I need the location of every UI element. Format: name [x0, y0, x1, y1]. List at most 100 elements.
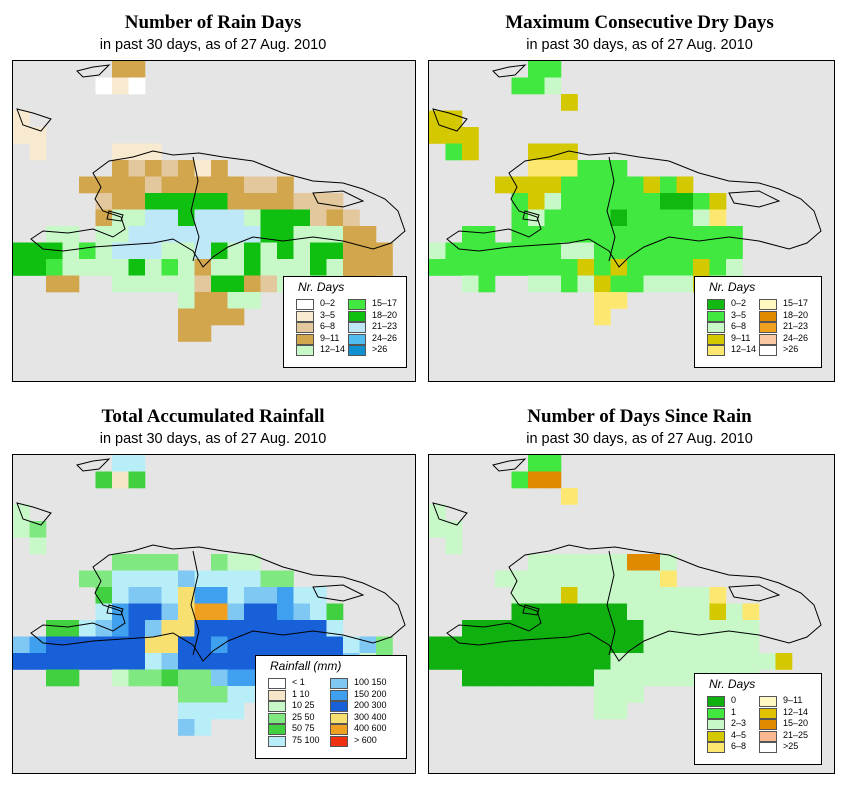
- legend-label: 6–8: [731, 741, 747, 751]
- grid-cell: [95, 77, 113, 95]
- grid-cell: [62, 669, 80, 687]
- grid-cell: [429, 242, 446, 260]
- legend-label: 25 50: [292, 711, 315, 722]
- grid-cell: [277, 620, 294, 637]
- grid-cell: [260, 587, 278, 604]
- grid-cell: [511, 620, 529, 637]
- grid-cell: [462, 636, 479, 654]
- grid-cell: [112, 570, 129, 588]
- grid-cell: [161, 620, 179, 637]
- grid-cell: [326, 603, 344, 621]
- grid-cell: [29, 242, 47, 260]
- grid-cell: [260, 176, 278, 194]
- grid-cell: [227, 636, 245, 654]
- grid-cell: [178, 160, 195, 177]
- coastline: [446, 150, 822, 268]
- grid-cell: [79, 570, 96, 588]
- legend-swatch: [759, 730, 777, 742]
- grid-cell: [577, 587, 595, 604]
- map-rain-days[interactable]: [12, 60, 416, 382]
- grid-cell: [194, 160, 212, 177]
- grid-cell: [326, 636, 344, 654]
- grid-cell: [594, 636, 611, 654]
- grid-cell: [528, 603, 545, 621]
- grid-cell: [79, 259, 96, 276]
- legend-swatch: [348, 322, 366, 333]
- grid-cell: [676, 209, 694, 227]
- grid-cell: [293, 193, 311, 210]
- legend-label: 75 100: [292, 734, 320, 745]
- grid-cell: [643, 636, 661, 654]
- grid-cell: [627, 686, 644, 703]
- grid-cell: [594, 620, 611, 637]
- legend-swatch: [330, 735, 348, 747]
- grid-cell: [326, 620, 344, 637]
- grid-cell: [112, 209, 129, 227]
- grid-cell: [676, 259, 694, 276]
- grid-cell: [676, 242, 694, 260]
- grid-cell: [194, 275, 212, 293]
- grid-cell: [227, 587, 245, 604]
- grid-cell: [577, 620, 595, 637]
- grid-cell: [577, 554, 595, 571]
- grid-cell: [227, 669, 245, 687]
- legend-label: 100 150: [354, 677, 387, 687]
- grid-cell: [211, 570, 228, 588]
- grid-cell: [660, 242, 677, 260]
- grid-cell: [62, 275, 80, 293]
- grid-cell: [709, 259, 727, 276]
- legend-swatch: [268, 712, 286, 724]
- grid-cell: [643, 193, 661, 210]
- grid-cell: [277, 636, 294, 654]
- grid-cell: [429, 521, 446, 538]
- legend-swatch: [268, 724, 286, 735]
- grid-cell: [478, 620, 496, 637]
- coastline: [76, 64, 111, 78]
- grid-cell: [194, 292, 212, 309]
- grid-cell: [211, 275, 228, 293]
- grid-cell: [227, 242, 245, 260]
- grid-cell: [627, 603, 644, 621]
- grid-cell: [544, 226, 562, 243]
- grid-cell: [759, 653, 776, 670]
- legend-label: 150 200: [354, 688, 387, 699]
- grid-cell: [145, 160, 162, 177]
- grid-cell: [610, 275, 628, 293]
- grid-cell: [244, 292, 261, 309]
- grid-cell: [178, 719, 195, 736]
- grid-cell: [29, 127, 47, 144]
- coastline: [106, 210, 124, 222]
- grid-cell: [145, 653, 162, 670]
- grid-cell: [112, 471, 129, 489]
- grid-cell: [310, 193, 327, 210]
- grid-cell: [112, 193, 129, 210]
- grid-cell: [462, 669, 479, 687]
- coastline: [106, 604, 124, 616]
- grid-cell: [46, 226, 63, 243]
- grid-cell: [726, 636, 743, 654]
- grid-cell: [244, 636, 261, 654]
- grid-cell: [610, 686, 628, 703]
- grid-cell: [79, 636, 96, 654]
- legend-label: 18–20: [372, 309, 398, 320]
- grid-cell: [161, 259, 179, 276]
- grid-cell: [95, 471, 113, 489]
- grid-cell: [577, 259, 595, 276]
- grid-cell: [310, 209, 327, 227]
- grid-cell: [13, 504, 30, 522]
- grid-cell: [145, 176, 162, 194]
- grid-cell: [211, 176, 228, 194]
- panel-rain-days: Number of Rain Days in past 30 days, as …: [0, 0, 426, 396]
- grid-cell: [46, 653, 63, 670]
- map-grid: [429, 455, 822, 720]
- grid-cell: [145, 242, 162, 260]
- grid-cell: [227, 570, 245, 588]
- grid-cell: [95, 603, 113, 621]
- grid-cell: [194, 176, 212, 194]
- grid-cell: [244, 603, 261, 621]
- grid-cell: [46, 669, 63, 687]
- grid-cell: [429, 259, 446, 276]
- grid-cell: [194, 719, 212, 736]
- grid-cell: [326, 209, 344, 227]
- grid-cell: [660, 636, 677, 654]
